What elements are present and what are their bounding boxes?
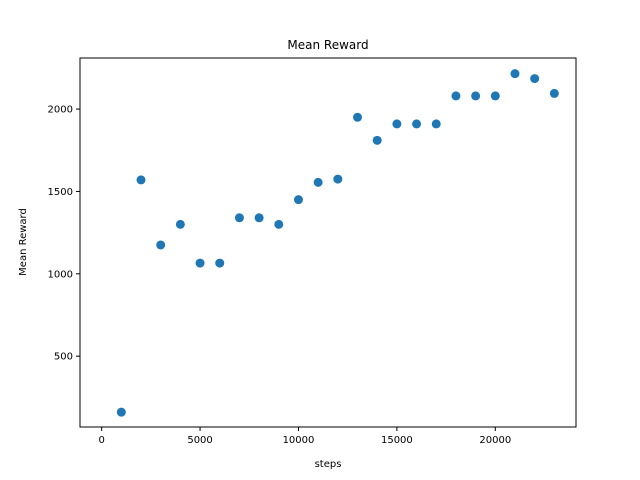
data-point-3 [175, 219, 185, 229]
y-tick-label-3: 2000 [48, 105, 73, 116]
data-point-6 [234, 213, 244, 223]
data-point-13 [372, 135, 382, 145]
data-point-18 [471, 91, 481, 101]
data-point-10 [313, 177, 323, 187]
y-tick-label-2: 1500 [48, 187, 73, 198]
x-tick-label-4: 20000 [479, 435, 511, 446]
data-point-19 [490, 91, 500, 101]
data-point-20 [510, 69, 520, 79]
x-tick-label-0: 0 [98, 435, 104, 446]
data-point-1 [136, 175, 146, 185]
data-point-21 [530, 74, 540, 84]
chart-title: Mean Reward [287, 38, 368, 52]
y-axis-label: Mean Reward [18, 208, 29, 276]
x-tick-label-1: 5000 [187, 435, 212, 446]
data-point-14 [392, 119, 402, 129]
data-point-0 [116, 407, 126, 417]
x-axis-label: steps [315, 459, 342, 470]
axes-frame [79, 57, 577, 428]
data-point-22 [549, 88, 559, 98]
x-tick-label-2: 10000 [283, 435, 315, 446]
x-tick-label-3: 15000 [381, 435, 413, 446]
y-tick-label-0: 500 [54, 352, 73, 363]
data-point-7 [254, 213, 264, 223]
data-point-5 [215, 258, 225, 268]
data-point-9 [293, 195, 303, 205]
y-tick-label-1: 1000 [48, 269, 73, 280]
data-point-15 [412, 119, 422, 129]
data-point-11 [333, 174, 343, 184]
data-point-17 [451, 91, 461, 101]
data-point-4 [195, 258, 205, 268]
plot-area [116, 69, 559, 417]
data-point-2 [156, 240, 166, 250]
data-point-16 [431, 119, 441, 129]
data-point-8 [274, 219, 284, 229]
data-point-12 [353, 112, 363, 122]
